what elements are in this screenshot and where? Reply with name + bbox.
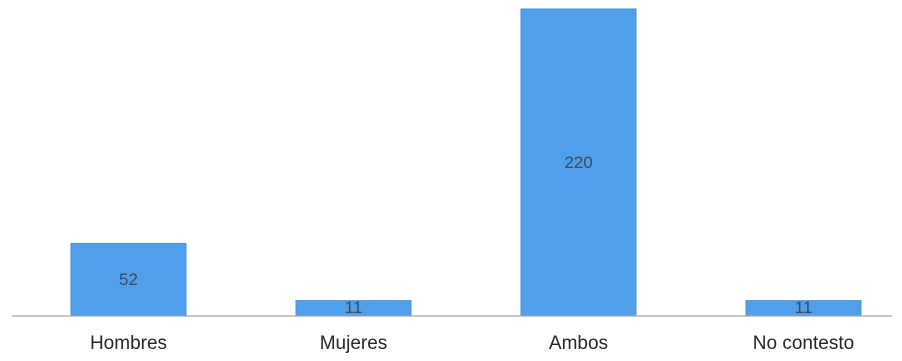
x-tick-label-no-contesto: No contesto [753,333,854,354]
data-label-no-contesto: 11 [795,298,813,317]
x-tick-label-hombres: Hombres [90,333,167,354]
x-tick-label-mujeres: Mujeres [320,333,388,354]
bars-group [70,8,862,317]
x-tick-label-ambos: Ambos [549,333,608,354]
x-tick-labels-group: Hombres Mujeres Ambos No contesto [90,333,854,354]
data-label-mujeres: 11 [345,298,363,317]
data-label-ambos: 220 [564,153,592,172]
data-label-hombres: 52 [119,270,138,289]
bar-hombres [70,242,187,317]
data-labels-group: 52 11 220 11 [119,153,812,317]
bar-ambos [520,8,637,317]
